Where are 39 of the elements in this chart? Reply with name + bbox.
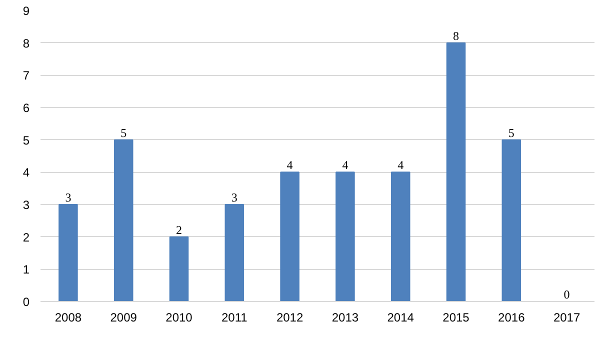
bar [114,139,134,302]
bar [280,172,300,302]
y-tick-label: 2 [22,230,30,244]
y-tick-label: 9 [22,4,30,18]
x-tick-label: 2010 [166,310,193,324]
y-tick-label: 0 [22,295,30,309]
y-tick-label: 8 [22,36,30,50]
x-tick-label: 2014 [387,310,414,324]
data-label: 0 [564,288,570,302]
y-tick-label: 4 [22,166,30,180]
y-tick-label: 7 [22,68,30,83]
y-tick-label: 6 [22,101,30,115]
y-tick-label: 5 [22,133,30,148]
bar [336,172,355,302]
x-tick-label: 2013 [332,310,359,324]
bar [224,204,244,302]
bar [390,172,410,302]
data-label: 4 [342,158,348,172]
y-tick-label: 3 [22,198,30,212]
x-tick-label: 2008 [54,310,82,324]
x-tick-label: 2012 [276,310,304,324]
x-tick-label: 2016 [498,310,526,324]
data-label: 5 [508,126,514,140]
x-tick-label: 2011 [222,310,248,324]
data-label: 4 [398,158,404,172]
x-tick-label: 2015 [442,310,470,324]
data-label: 3 [231,190,238,204]
bar [58,204,78,302]
bar [502,139,522,302]
data-label: 8 [453,28,459,43]
data-label: 2 [176,222,182,237]
data-label: 4 [286,158,293,172]
y-tick-label: 1 [22,262,30,277]
data-label: 5 [120,126,127,140]
bar [446,42,466,302]
data-label: 3 [65,190,72,204]
x-tick-label: 2017 [553,310,580,324]
x-tick-label: 2009 [110,310,138,324]
bar [169,236,189,302]
